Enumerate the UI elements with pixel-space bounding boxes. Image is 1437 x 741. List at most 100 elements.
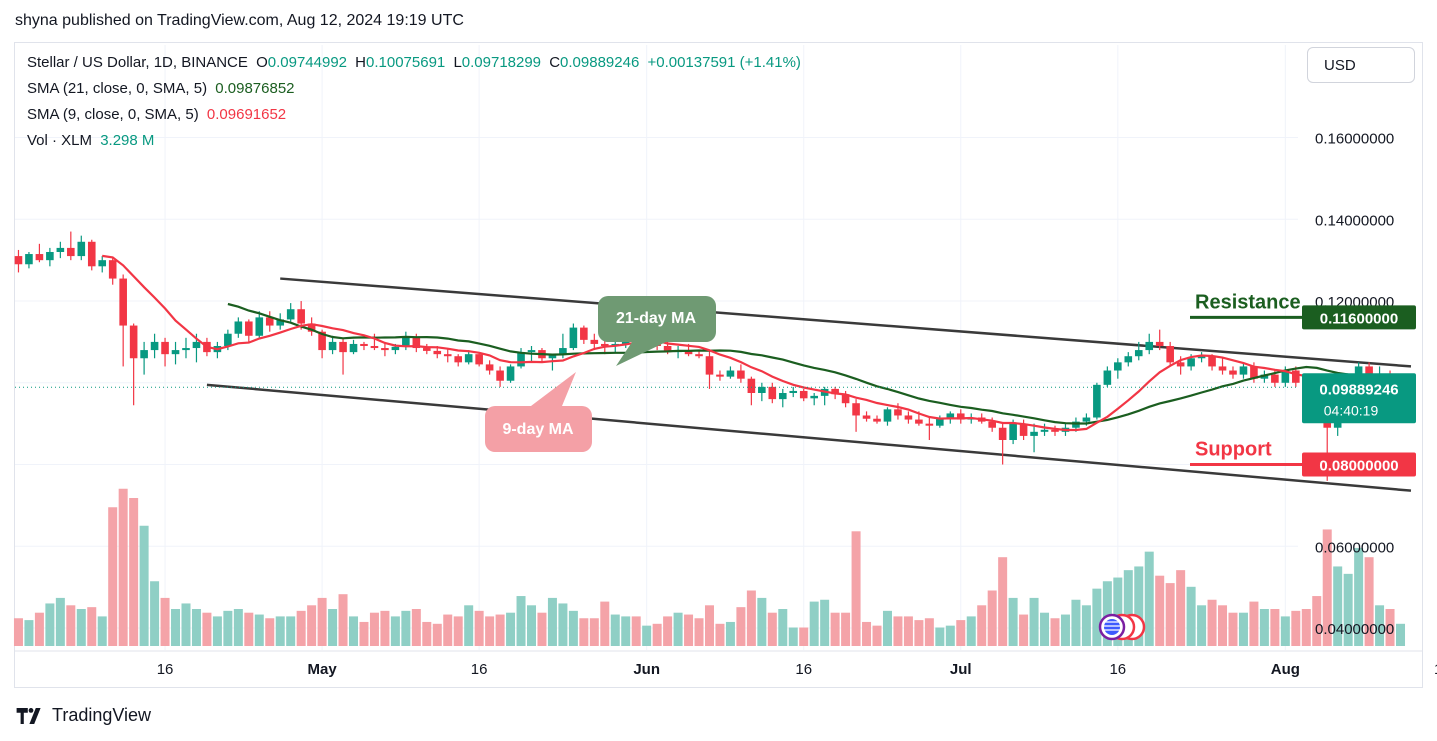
volume-bar — [1102, 581, 1112, 646]
volume-bar — [809, 601, 819, 646]
sma9-value: 0.09691652 — [206, 106, 287, 123]
volume-bar — [1144, 551, 1154, 646]
candle-body — [150, 341, 159, 351]
channel-upper-line — [280, 277, 1412, 368]
volume-bar — [24, 620, 34, 646]
volume-bar — [1322, 529, 1332, 646]
volume-bar — [422, 621, 432, 646]
volume-bar — [1092, 588, 1102, 646]
candle-body — [925, 423, 934, 426]
candle-body — [56, 247, 65, 252]
volume-bar — [1040, 612, 1050, 646]
publisher-header: shyna published on TradingView.com, Aug … — [15, 12, 464, 29]
candle-body — [862, 415, 871, 419]
volume-bar — [223, 610, 233, 646]
time-tick-label: 16 — [1109, 661, 1126, 678]
candle-body — [318, 331, 326, 351]
price-axis: 0.160000000.140000000.120000000.06000000… — [1302, 131, 1416, 638]
price-tick-label: 0.16000000 — [1315, 131, 1394, 148]
open-label: O — [256, 54, 268, 71]
volume-bar — [600, 601, 610, 646]
candle-body — [370, 345, 379, 349]
volume-bar — [474, 610, 484, 646]
volume-bar — [966, 616, 976, 646]
candle-body — [768, 386, 777, 400]
volume-bar — [631, 616, 641, 646]
candle-body — [1271, 374, 1279, 383]
currency-button[interactable]: USD — [1307, 47, 1415, 83]
symbol-title[interactable]: Stellar / US Dollar, 1D, BINANCE — [27, 54, 248, 71]
candle-body — [1281, 370, 1290, 383]
candle-body — [810, 395, 818, 399]
sma21-line — [227, 302, 1401, 425]
volume-bar — [893, 616, 903, 646]
candle-body — [87, 241, 96, 267]
volume-bar — [1291, 610, 1301, 646]
tradingview-logo[interactable]: TradingView — [16, 705, 151, 726]
ma21-callout-shape — [598, 296, 716, 366]
candle-body — [936, 417, 944, 426]
time-tick-label: 16 — [157, 661, 174, 678]
candle-body — [381, 348, 389, 351]
volume-bar — [621, 616, 631, 646]
volume-bar — [610, 614, 620, 646]
candle-body — [548, 354, 557, 359]
candle-body — [841, 394, 850, 404]
candle-body — [1030, 431, 1038, 436]
volume-bar — [1197, 605, 1207, 646]
low-label: L — [453, 54, 462, 71]
candle-body — [255, 317, 264, 336]
volume-bar — [547, 597, 557, 646]
volume-bar — [139, 525, 149, 646]
candle-body — [475, 354, 483, 365]
volume-bar — [1238, 612, 1248, 646]
volume-bar — [369, 612, 379, 646]
volume-bar — [1060, 614, 1070, 646]
volume-bar — [181, 603, 191, 646]
legend-ohlc-row: Stellar / US Dollar, 1D, BINANCE O0.0974… — [27, 54, 805, 71]
candle-body — [1145, 341, 1154, 351]
candle-body — [684, 350, 693, 355]
volume-bar — [1343, 573, 1353, 646]
volume-bar — [1301, 609, 1311, 646]
legend-sma9-row[interactable]: SMA (9, close, 0, SMA, 5) 0.09691652 — [27, 106, 290, 123]
volume-bar — [537, 612, 547, 646]
volume-bar — [432, 623, 442, 646]
legend-sma21-row[interactable]: SMA (21, close, 0, SMA, 5) 0.09876852 — [27, 80, 299, 97]
candle-body — [789, 390, 798, 393]
candle-body — [946, 413, 955, 418]
candle-body — [1250, 366, 1258, 379]
volume-bar — [506, 612, 516, 646]
volume-bars — [13, 488, 1406, 646]
last-price-tag — [1302, 373, 1416, 424]
candle-body — [35, 254, 44, 261]
candle-body — [527, 350, 536, 353]
candle-body — [716, 374, 724, 377]
chart-frame[interactable] — [14, 42, 1423, 688]
candle-body — [1187, 358, 1195, 367]
candle-body — [1082, 417, 1091, 422]
economic-events-icon — [1098, 613, 1146, 641]
candle-body — [412, 337, 421, 349]
volume-bar — [233, 609, 243, 646]
candle-body — [915, 419, 923, 424]
volume-bar — [1123, 570, 1133, 646]
volume-bar — [265, 618, 275, 646]
volume-bar — [924, 618, 934, 646]
sma21-label: SMA (21, close, 0, SMA, 5) — [27, 80, 208, 97]
candle-body — [192, 341, 201, 349]
volume-bar — [694, 618, 704, 646]
time-tick-label: May — [308, 661, 338, 678]
volume-bar — [150, 581, 160, 646]
volume-bar — [87, 607, 97, 646]
legend-volume-row[interactable]: Vol · XLM 3.298 M — [27, 132, 158, 149]
low-value: 0.09718299 — [461, 54, 542, 71]
candle-body — [695, 354, 703, 357]
volume-bar — [746, 590, 756, 646]
volume-bar — [1071, 599, 1081, 646]
ma9-callout-text: 9-day MA — [502, 421, 574, 438]
candle-body — [988, 421, 996, 428]
high-value: 0.10075691 — [366, 54, 446, 71]
moving-averages — [102, 254, 1401, 432]
